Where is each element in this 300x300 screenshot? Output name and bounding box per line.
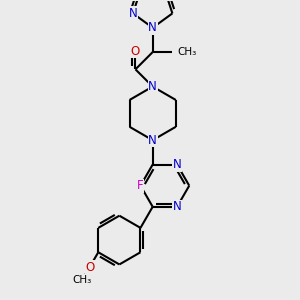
Text: O: O [131, 45, 140, 58]
Text: N: N [148, 21, 157, 34]
Text: N: N [173, 200, 182, 213]
Text: N: N [129, 7, 137, 20]
Text: O: O [85, 260, 94, 274]
Text: N: N [148, 80, 157, 93]
Text: CH₃: CH₃ [178, 47, 197, 57]
Text: N: N [148, 134, 157, 147]
Text: N: N [173, 158, 182, 171]
Text: CH₃: CH₃ [73, 275, 92, 285]
Text: F: F [137, 179, 144, 192]
